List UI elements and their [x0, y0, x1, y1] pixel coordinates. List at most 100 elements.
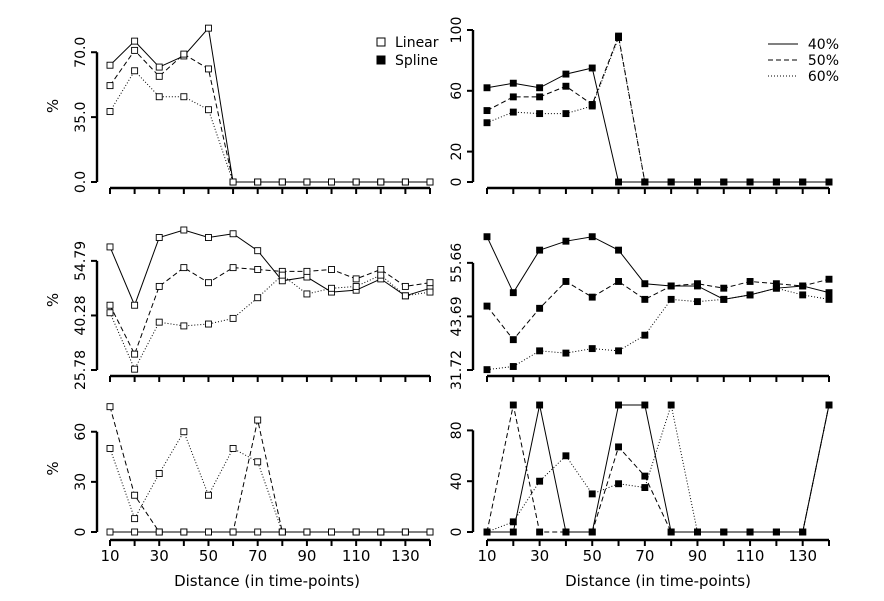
panels: 0.035.070.0%0206010025.7840.2854.79%31.7…: [44, 17, 833, 565]
p1-y-axis-label: %: [44, 99, 62, 113]
p4-point-50pct-70: [641, 295, 649, 303]
p6-point-60pct-60: [615, 480, 622, 488]
p2-point-60pct-130: [799, 178, 807, 186]
p6-point-40pct-60: [615, 401, 622, 409]
p4-y-tick-label-0: 31.72: [449, 350, 465, 390]
p6-point-60pct-140: [825, 401, 833, 409]
p6-x-tick-label-110: 110: [736, 547, 765, 565]
legend-40-label: 40%: [808, 37, 839, 53]
p4-point-50pct-30: [536, 304, 544, 312]
p3-point-40pct-50: [205, 234, 212, 241]
p4-series-line-40pct: [486, 236, 830, 300]
legend-50-label: 50%: [808, 53, 839, 69]
p1-series-line-50pct: [109, 49, 430, 183]
p4-point-50pct-10: [483, 302, 491, 310]
p3-series-line-50pct: [109, 267, 431, 356]
p4-point-50pct-100: [720, 284, 728, 292]
p4-y-tick-label-2: 55.66: [449, 243, 465, 283]
p2-point-40pct-60: [615, 178, 622, 186]
p4-point-60pct-110: [746, 291, 754, 299]
p6-point-60pct-10: [483, 528, 491, 536]
p1-point-60pct-90: [303, 178, 311, 186]
p2-series-line-50pct: [486, 34, 829, 183]
p3-point-50pct-110: [352, 275, 360, 283]
p6-x-tick-label-70: 70: [635, 547, 654, 565]
p1-y-tick-label-1: 35.0: [73, 102, 89, 133]
p5-x-tick-label-70: 70: [248, 547, 267, 565]
p3-point-60pct-110: [352, 282, 360, 290]
p1-point-50pct-30: [155, 72, 163, 80]
p3-point-50pct-30: [155, 282, 163, 290]
p2-point-60pct-120: [772, 178, 780, 186]
p5-series-line-50pct: [109, 406, 430, 533]
p6-point-50pct-80: [667, 528, 675, 536]
p6-point-60pct-100: [720, 528, 728, 536]
p4-point-40pct-140: [825, 289, 833, 297]
p3-point-50pct-10: [106, 301, 114, 309]
p4-point-60pct-90: [694, 298, 701, 306]
p3-point-60pct-30: [155, 318, 163, 326]
p3-point-50pct-120: [377, 266, 385, 273]
p3-point-40pct-20: [131, 301, 139, 309]
p3-point-60pct-60: [229, 314, 237, 322]
p3-point-60pct-70: [254, 294, 262, 302]
p4-point-60pct-130: [799, 291, 807, 299]
p3-point-50pct-90: [303, 267, 311, 275]
p6-point-60pct-110: [746, 528, 754, 536]
p4-point-50pct-50: [588, 293, 596, 301]
p5-point-60pct-90: [303, 528, 311, 536]
panel-p5: 0 30 60% 10 30 50 70 90 110 130: [44, 403, 434, 565]
p1-point-60pct-140: [426, 178, 434, 186]
p2-y-tick-label-1: 20: [449, 143, 465, 161]
p2-point-60pct-10: [483, 119, 491, 127]
p3-point-50pct-50: [205, 279, 212, 287]
p2-point-40pct-40: [562, 70, 570, 78]
p4-point-50pct-140: [825, 275, 833, 283]
p2-point-40pct-30: [536, 84, 544, 92]
p4-series-line-60pct: [486, 287, 830, 371]
p1-point-60pct-130: [401, 178, 409, 186]
panel-p2: 0 20 60 100: [449, 17, 833, 194]
p6-y-tick-label-2: 80: [449, 421, 465, 439]
p5-y-tick-label-1: 30: [73, 473, 89, 491]
p2-point-60pct-70: [641, 178, 649, 186]
p3-point-60pct-140: [426, 288, 434, 296]
p1-point-50pct-10: [106, 82, 114, 90]
p4-y-tick-label-1: 43.69: [449, 296, 465, 336]
p1-y-tick-label-0: 0.0: [73, 171, 89, 193]
p5-point-60pct-70: [254, 458, 262, 466]
p5-point-50pct-60: [229, 528, 237, 536]
p3-y-tick-label-2: 54.79: [73, 241, 89, 281]
p4-point-60pct-50: [588, 345, 596, 353]
p5-point-60pct-110: [352, 528, 360, 536]
p1-point-60pct-110: [352, 178, 360, 186]
p4-point-50pct-80: [667, 282, 675, 290]
panel-p4: 31.72 43.69 55.66: [449, 233, 833, 390]
p5-point-60pct-80: [278, 528, 286, 536]
p3-point-40pct-80: [278, 277, 286, 285]
p2-point-60pct-100: [720, 178, 728, 186]
p4-point-50pct-130: [799, 282, 807, 290]
p5-point-60pct-120: [377, 528, 385, 536]
p6-x-tick-label-90: 90: [688, 547, 707, 565]
p3-point-50pct-140: [426, 279, 434, 287]
p3-y-axis-label: %: [44, 293, 62, 307]
p4-point-50pct-110: [746, 278, 754, 285]
p5-point-60pct-40: [180, 428, 188, 436]
p3-point-40pct-70: [254, 247, 262, 255]
p4-point-50pct-90: [694, 280, 701, 288]
p3-point-40pct-40: [180, 226, 188, 234]
p6-point-60pct-50: [588, 490, 596, 498]
p1-series-line-60pct: [109, 69, 430, 183]
p4-point-40pct-30: [536, 246, 544, 254]
p6-point-50pct-60: [615, 443, 622, 451]
p5-point-60pct-100: [328, 528, 335, 536]
p4-point-60pct-60: [615, 347, 622, 355]
p6-x-tick-label-130: 130: [788, 547, 817, 565]
p2-point-40pct-50: [588, 64, 596, 72]
p3-y-tick-label-1: 40.28: [73, 295, 89, 335]
p3-point-60pct-50: [205, 320, 212, 328]
p3-series-line-40pct: [109, 229, 431, 307]
panel-p6: 0 40 80 10 30 50 70 90 110 130: [449, 401, 833, 565]
